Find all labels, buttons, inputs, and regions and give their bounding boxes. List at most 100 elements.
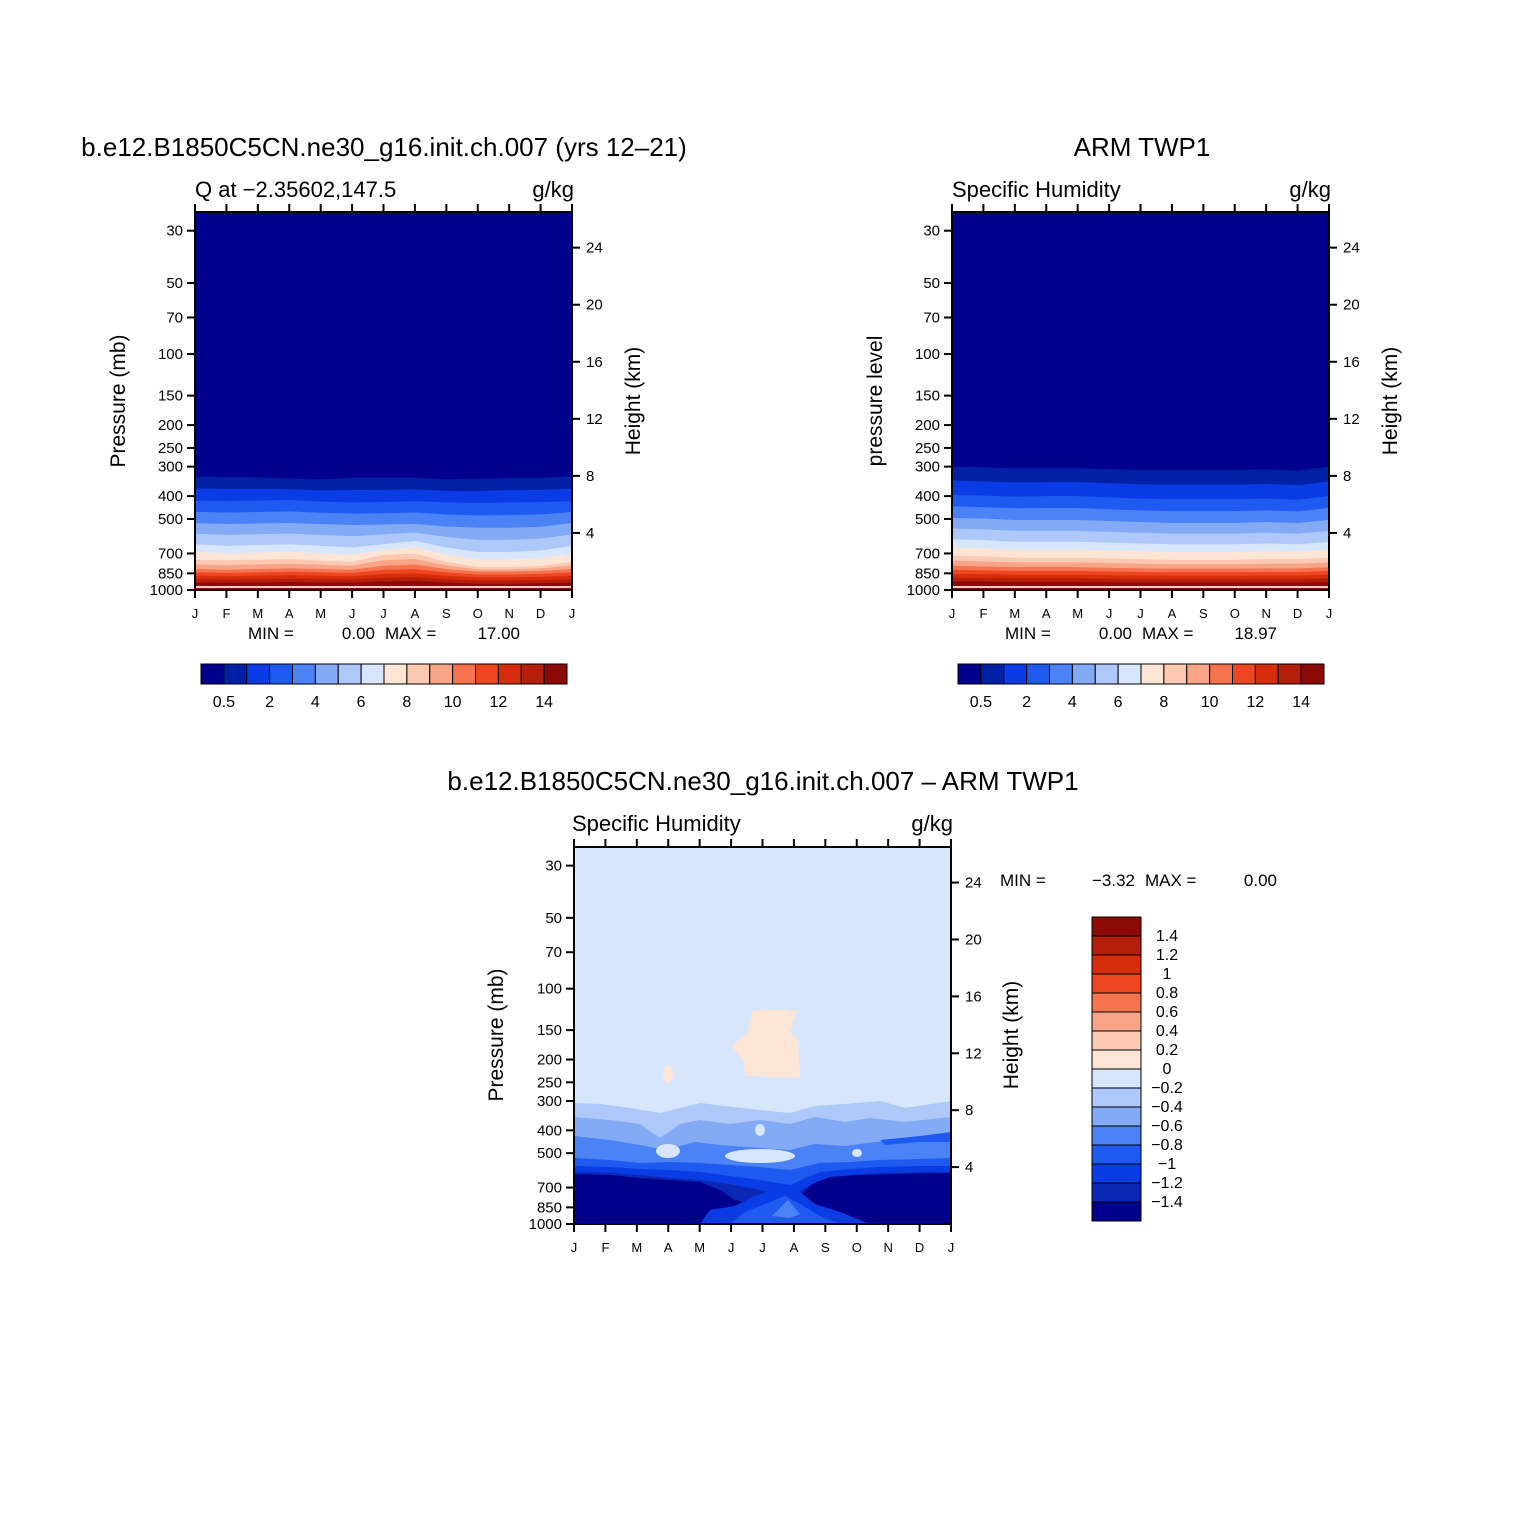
diff-month-label: S [821, 1240, 830, 1255]
obs-ptick-label: 850 [915, 565, 940, 582]
obs-ptick-label: 400 [915, 488, 940, 505]
obs-ptick-label: 250 [915, 440, 940, 457]
panel-model-min-value: 0.00 [342, 624, 375, 643]
diff-ptick-label: 250 [537, 1074, 562, 1091]
obs-cbar-box [957, 663, 982, 685]
model-month-label: A [285, 606, 294, 621]
panel-diff-title: b.e12.B1850C5CN.ne30_g16.init.ch.007 – A… [447, 766, 1078, 796]
diff-cbar-label: 0.6 [1156, 1004, 1178, 1021]
obs-cbar-box [1254, 663, 1279, 685]
diff-upper-positive-blob [732, 1010, 800, 1078]
model-cbar-box [520, 663, 545, 685]
obs-month-label: S [1199, 606, 1208, 621]
model-cbar-label: 6 [357, 694, 366, 711]
diff-cbar-box [1091, 1011, 1142, 1032]
model-cbar-label: 10 [444, 694, 462, 711]
model-ptick-label: 400 [158, 488, 183, 505]
panel-diff-colorbar: 1.4 1.2 1 0.8 0.6 0.4 0.2 0 −0.2 −0.4 −0.6 −0.8 −1 −1… [1091, 916, 1183, 1222]
model-month-label: A [411, 606, 420, 621]
diff-htick-label: 24 [965, 875, 982, 892]
diff-cbar-label: 0.8 [1156, 985, 1178, 1002]
diff-ptick-label: 700 [537, 1180, 562, 1197]
obs-ptick-label: 300 [915, 459, 940, 476]
diff-cbar-box [1091, 954, 1142, 975]
obs-htick-label: 20 [1343, 297, 1360, 314]
panel-obs-min-label: MIN = [1005, 624, 1051, 643]
diff-cbar-label: −0.2 [1151, 1080, 1183, 1097]
panel-obs: ARM TWP1 Specific Humidity g/kg 30 50 70 10… [864, 132, 1402, 711]
diff-month-label: A [664, 1240, 673, 1255]
obs-cbar-label: 10 [1201, 694, 1219, 711]
obs-cbar-label: 8 [1159, 694, 1168, 711]
diff-month-label: F [601, 1240, 609, 1255]
panel-diff-min-label: MIN = [1000, 871, 1046, 890]
model-cbar-box [543, 663, 568, 685]
model-month-label: J [192, 606, 199, 621]
obs-month-label: F [979, 606, 987, 621]
obs-cbar-label: 2 [1022, 694, 1031, 711]
diff-htick-label: 20 [965, 931, 982, 948]
panel-model-contours [195, 212, 572, 590]
panel-diff-max-value: 0.00 [1244, 871, 1277, 890]
obs-cbar-box [1071, 663, 1096, 685]
diff-midlevel-blob-1 [656, 1144, 680, 1158]
diff-ptick-label: 50 [545, 910, 562, 927]
diff-cbar-box [1091, 916, 1142, 937]
obs-cbar-box [1300, 663, 1325, 685]
obs-cbar-label: 0.5 [970, 694, 992, 711]
diff-band-neg14 [574, 1173, 951, 1224]
obs-month-label: N [1261, 606, 1270, 621]
obs-month-label: J [949, 606, 956, 621]
diff-htick-label: 8 [965, 1102, 973, 1119]
panel-obs-max-label: MAX = [1142, 624, 1194, 643]
panel-obs-ylabel-right: Height (km) [1379, 347, 1402, 456]
model-ptick-label: 500 [158, 511, 183, 528]
diff-midlevel-blob-3 [755, 1124, 765, 1136]
model-ptick-label: 850 [158, 565, 183, 582]
panel-model-units: g/kg [532, 177, 574, 202]
obs-cbar-box [1026, 663, 1050, 685]
diff-month-label: M [694, 1240, 705, 1255]
diff-cbar-box [1091, 973, 1142, 994]
model-cbar-box [383, 663, 408, 685]
panel-obs-variable: Specific Humidity [952, 177, 1121, 202]
panel-diff-units: g/kg [911, 811, 953, 836]
model-cbar-box [497, 663, 522, 685]
diff-ptick-label: 300 [537, 1093, 562, 1110]
model-cbar-box [314, 663, 339, 685]
model-cbar-box [475, 663, 499, 685]
model-month-label: M [315, 606, 326, 621]
diff-ptick-label: 30 [545, 858, 562, 875]
model-ptick-label: 70 [166, 310, 183, 327]
diff-ptick-label: 70 [545, 944, 562, 961]
obs-ptick-label: 200 [915, 417, 940, 434]
model-cbar-box [269, 663, 293, 685]
model-ptick-label: 50 [166, 275, 183, 292]
model-month-label: M [252, 606, 263, 621]
panel-diff: b.e12.B1850C5CN.ne30_g16.init.ch.007 – A… [447, 766, 1277, 1255]
panel-model-ylabel-right: Height (km) [622, 347, 645, 456]
diff-midlevel-blob-4 [852, 1149, 862, 1157]
diff-cbar-label: −1.4 [1151, 1194, 1183, 1211]
model-month-label: J [380, 606, 387, 621]
diff-ptick-label: 100 [537, 981, 562, 998]
diff-cbar-label: 0 [1163, 1061, 1172, 1078]
diff-htick-label: 12 [965, 1045, 982, 1062]
diff-month-label: M [631, 1240, 642, 1255]
obs-cbar-box [1232, 663, 1256, 685]
obs-ptick-label: 100 [915, 346, 940, 363]
diff-lowlevel-plume-3 [772, 1200, 800, 1218]
model-ptick-label: 150 [158, 388, 183, 405]
diff-cbar-box [1091, 1182, 1142, 1203]
diff-month-label: J [728, 1240, 735, 1255]
obs-cbar-box [1186, 663, 1211, 685]
diff-ptick-label: 200 [537, 1052, 562, 1069]
panel-model-variable: Q at −2.35602,147.5 [195, 177, 396, 202]
model-cbar-box [452, 663, 476, 685]
diff-cbar-box [1091, 1068, 1142, 1089]
obs-month-label: A [1168, 606, 1177, 621]
diff-cbar-label: 1 [1163, 966, 1172, 983]
